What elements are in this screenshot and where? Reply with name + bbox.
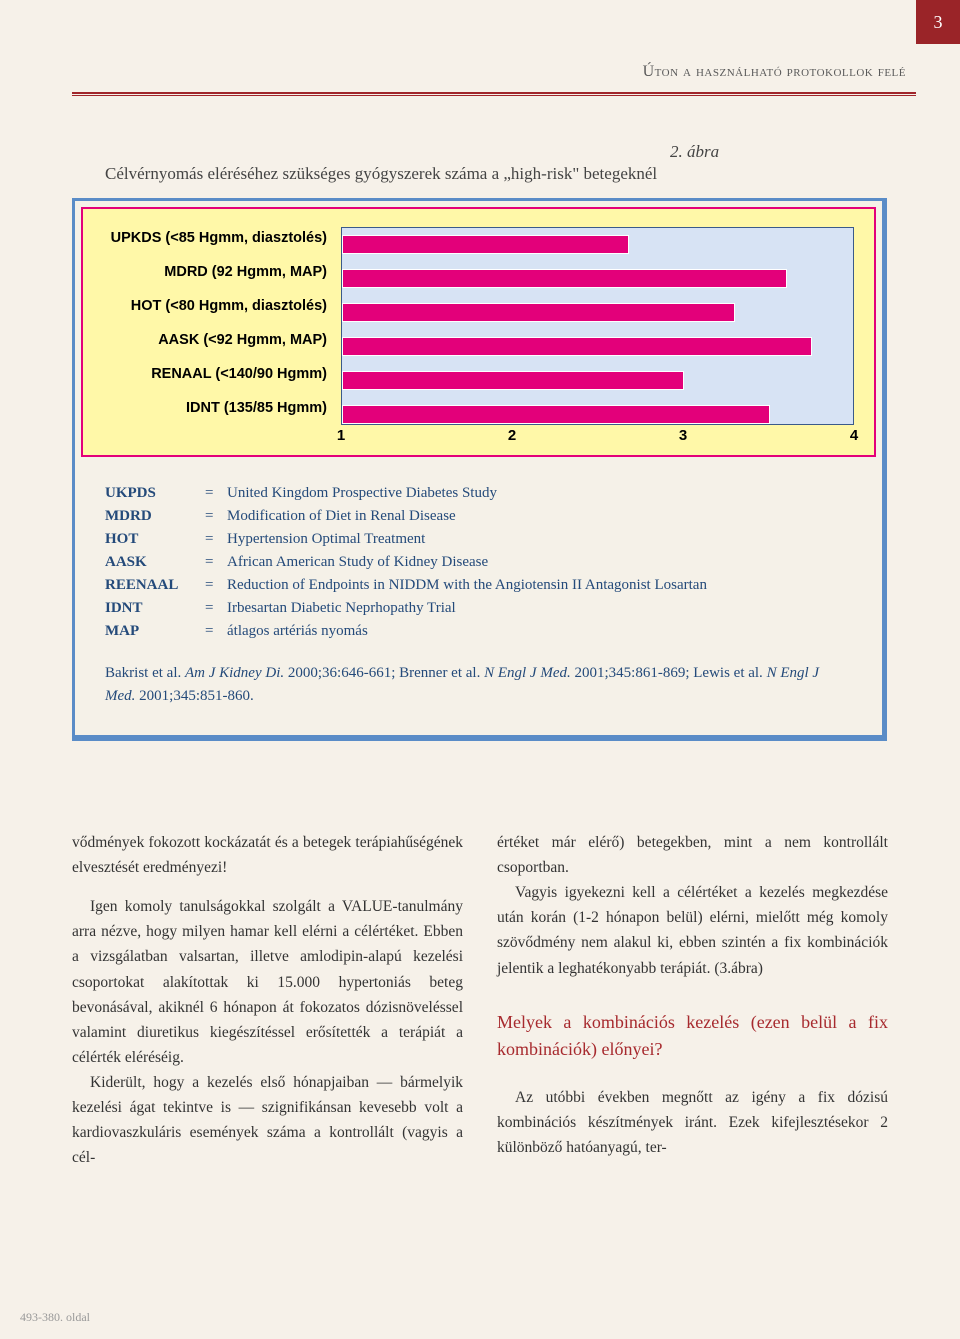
chart-bar bbox=[342, 371, 684, 390]
legend-equals: = bbox=[205, 577, 227, 594]
legend-definition: Irbesartan Diabetic Neprhopathy Trial bbox=[227, 600, 852, 617]
chart-bar bbox=[342, 337, 812, 356]
header-rule bbox=[72, 92, 916, 96]
legend-definition: átlagos artériás nyomás bbox=[227, 623, 852, 640]
chart-x-tick: 1 bbox=[337, 427, 345, 444]
chart-bar bbox=[342, 303, 735, 322]
legend-table: UKPDS=United Kingdom Prospective Diabete… bbox=[105, 485, 852, 640]
chart-category-label: IDNT (135/85 Hgmm) bbox=[103, 397, 341, 420]
chart-category-label: HOT (<80 Hgmm, diasztolés) bbox=[103, 295, 341, 318]
figure-card: UPKDS (<85 Hgmm, diasztolés) MDRD (92 Hgm… bbox=[72, 198, 887, 741]
legend-abbr: MAP bbox=[105, 623, 205, 640]
legend-definition: Hypertension Optimal Treatment bbox=[227, 531, 852, 548]
legend-equals: = bbox=[205, 623, 227, 640]
legend-definition: Modification of Diet in Renal Disease bbox=[227, 508, 852, 525]
page-number-corner: 3 bbox=[916, 0, 960, 44]
body-paragraph: Vagyis igyekezni kell a célértéket a kez… bbox=[497, 880, 888, 980]
chart-y-labels: UPKDS (<85 Hgmm, diasztolés) MDRD (92 Hgm… bbox=[103, 227, 341, 447]
section-heading: Melyek a kombinációs kezelés (ezen belül… bbox=[497, 1009, 888, 1063]
body-paragraph: Igen komoly tanulságokkal szolgált a VAL… bbox=[72, 894, 463, 1070]
legend-equals: = bbox=[205, 485, 227, 502]
body-paragraph: Kiderült, hogy a kezelés első hónapjaiba… bbox=[72, 1070, 463, 1170]
legend-equals: = bbox=[205, 600, 227, 617]
legend-equals: = bbox=[205, 508, 227, 525]
figure-label: 2. ábra bbox=[670, 142, 719, 162]
chart-category-label: RENAAL (<140/90 Hgmm) bbox=[103, 363, 341, 386]
citation-text: 2000;36:646-661; Brenner et al. bbox=[284, 665, 484, 681]
body-paragraph: értéket már elérő) betegekben, mint a ne… bbox=[497, 830, 888, 880]
column-left: vődmények fokozott kockázatát és a beteg… bbox=[72, 830, 463, 1170]
citation-text: Bakrist et al. bbox=[105, 665, 185, 681]
chart-category-label: MDRD (92 Hgmm, MAP) bbox=[103, 261, 341, 284]
citation-journal: Am J Kidney Di. bbox=[185, 665, 284, 681]
legend-definition: United Kingdom Prospective Diabetes Stud… bbox=[227, 485, 852, 502]
citation-text: 2001;345:861-869; Lewis et al. bbox=[571, 665, 767, 681]
column-right: értéket már elérő) betegekben, mint a ne… bbox=[497, 830, 888, 1170]
legend-abbr: MDRD bbox=[105, 508, 205, 525]
chart-bar bbox=[342, 235, 629, 254]
running-head: Úton a használható protokollok felé bbox=[643, 63, 906, 81]
legend-definition: African American Study of Kidney Disease bbox=[227, 554, 852, 571]
legend-abbr: REENAAL bbox=[105, 577, 205, 594]
chart-area: 1234 bbox=[341, 227, 854, 447]
figure-title: Célvérnyomás eléréséhez szükséges gyógys… bbox=[105, 164, 657, 184]
chart-panel: UPKDS (<85 Hgmm, diasztolés) MDRD (92 Hgm… bbox=[81, 207, 876, 457]
legend-equals: = bbox=[205, 531, 227, 548]
figure-citation: Bakrist et al. Am J Kidney Di. 2000;36:6… bbox=[105, 662, 852, 709]
chart-category-label: AASK (<92 Hgmm, MAP) bbox=[103, 329, 341, 352]
body-columns: vődmények fokozott kockázatát és a beteg… bbox=[72, 830, 888, 1170]
legend-equals: = bbox=[205, 554, 227, 571]
chart-background bbox=[341, 227, 854, 425]
legend-abbr: IDNT bbox=[105, 600, 205, 617]
footer-page-ref: 493-380. oldal bbox=[20, 1310, 90, 1325]
legend-abbr: AASK bbox=[105, 554, 205, 571]
legend-definition: Reduction of Endpoints in NIDDM with the… bbox=[227, 577, 852, 594]
chart-x-tick: 2 bbox=[508, 427, 516, 444]
citation-text: 2001;345:851-860. bbox=[135, 688, 253, 704]
citation-journal: N Engl J Med. bbox=[484, 665, 571, 681]
chart-x-tick: 3 bbox=[679, 427, 687, 444]
body-paragraph: vődmények fokozott kockázatát és a beteg… bbox=[72, 830, 463, 880]
chart-x-tick: 4 bbox=[850, 427, 858, 444]
chart-bar bbox=[342, 405, 770, 424]
legend-abbr: HOT bbox=[105, 531, 205, 548]
body-paragraph: Az utóbbi években megnőtt az igény a fix… bbox=[497, 1085, 888, 1160]
chart-category-label: UPKDS (<85 Hgmm, diasztolés) bbox=[103, 227, 341, 250]
figure-legend-block: UKPDS=United Kingdom Prospective Diabete… bbox=[75, 463, 882, 735]
chart-bar bbox=[342, 269, 787, 288]
legend-abbr: UKPDS bbox=[105, 485, 205, 502]
